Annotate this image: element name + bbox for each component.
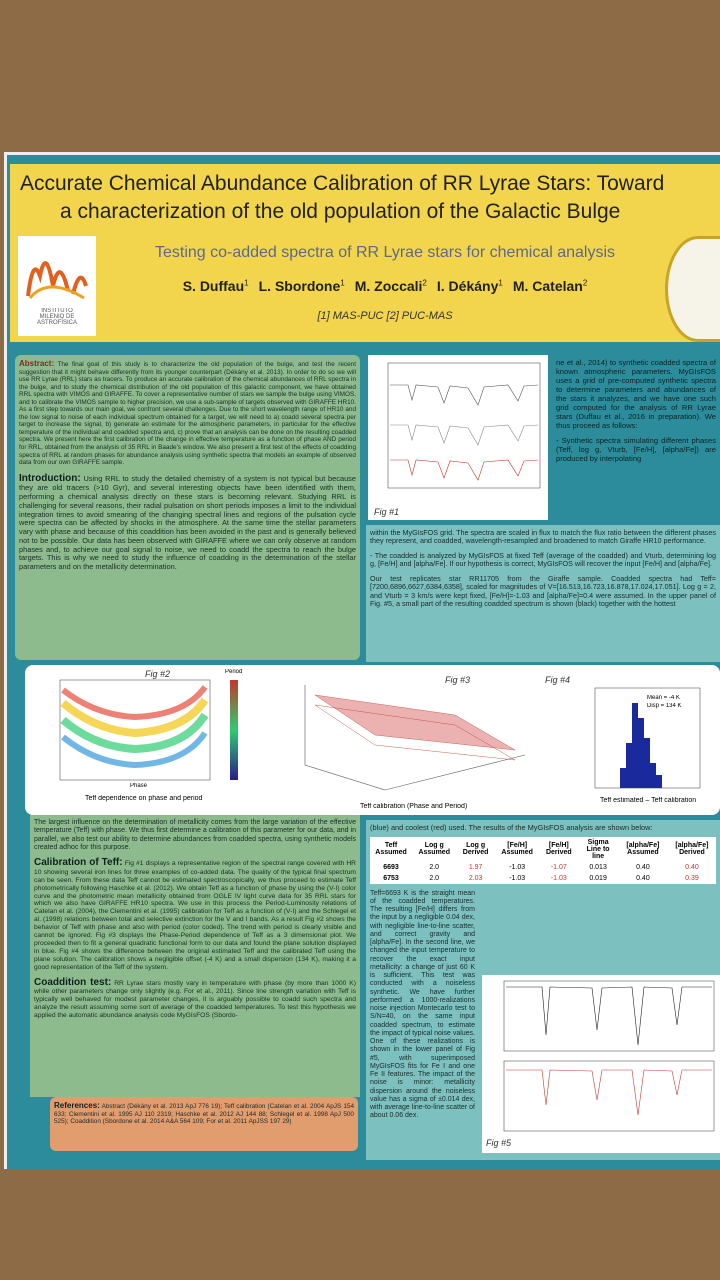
intro-heading: Introduction:: [19, 472, 81, 484]
references-body: Abstract (Dékány et al. 2013 ApJ 776 19)…: [54, 1103, 354, 1126]
author-name: I. Dékány: [436, 278, 499, 294]
university-seal: [665, 236, 720, 342]
figure-label: Fig #5: [486, 1138, 512, 1148]
author-affiliation: 1: [244, 278, 249, 288]
abstract-text: The final goal of this study is to chara…: [19, 361, 356, 467]
figure-1: Fig #1: [368, 355, 548, 520]
figure-caption: Teff dependence on phase and period: [85, 795, 203, 802]
title-line: a characterization of the old population…: [60, 200, 621, 223]
table-cell: 0.40: [685, 863, 699, 871]
results-table-box: Teff Assumed Log g Assumed Log g Derived [F…: [370, 836, 716, 884]
teff-phase-plot: [59, 679, 238, 781]
table-row: 6693 2.0 1.97 -1.03 -1.07 0.013 0.40 0.40: [370, 862, 716, 873]
table-header: Log g Assumed: [418, 842, 450, 857]
method-text: - Synthetic spectra simulating different…: [556, 435, 716, 463]
teff-heading: Calibration of Teff:: [34, 857, 123, 868]
author-name: M. Catelan: [512, 278, 583, 294]
author-affiliation: 2: [582, 278, 588, 288]
teff-text: Calibration of Teff: Fig #1 displays a r…: [34, 857, 356, 972]
author-affiliation: 1: [340, 278, 345, 288]
table-header: [Fe/H] Assumed: [501, 842, 533, 857]
author-name: S. Duffau: [182, 278, 245, 294]
table-cell: 0.39: [685, 874, 699, 882]
spectra-plot: [387, 362, 541, 489]
intro-text: Using RRL to study the detailed chemistr…: [19, 473, 356, 572]
method-panel: ne et al., 2014) to synthetic coadded sp…: [552, 355, 720, 525]
author-affiliation: 2: [422, 278, 427, 288]
author-affiliation: 1: [498, 278, 503, 288]
figure-label: Fig #3: [445, 675, 471, 685]
axis-label: Phase: [130, 783, 148, 789]
teff-panel: The largest influence on the determinati…: [30, 815, 360, 1097]
method-text: within the MyGIsFOS grid. The spectra ar…: [370, 528, 716, 546]
table-cell: -1.03: [550, 874, 567, 882]
logo-mark: [26, 261, 88, 300]
results-text: Teff=6693 K is the straight mean of the …: [370, 889, 475, 1120]
annotation: Disp = 134 K: [647, 703, 682, 709]
teff-lead: The largest influence on the determinati…: [34, 819, 356, 851]
affiliations: [1] MAS-PUC [2] PUC-MAS: [317, 310, 453, 322]
references-text: References: Abstract (Dékány et al. 2013…: [54, 1101, 354, 1126]
table-header: Log g Derived: [462, 842, 489, 857]
abstract-label: Abstract:: [19, 359, 55, 368]
method-panel: within the MyGIsFOS grid. The spectra ar…: [366, 525, 720, 662]
table-cell: -1.03: [509, 874, 526, 882]
table-cell: -1.03: [509, 863, 526, 871]
teff-histogram: [594, 687, 701, 789]
teff-3d-plot: [304, 685, 526, 791]
table-cell: 6753: [383, 874, 399, 882]
subtitle: Testing co-added spectra of RR Lyrae sta…: [154, 244, 616, 261]
coadd-body: RR Lyrae stars mostly vary in temperatur…: [34, 979, 356, 1020]
figure-caption: Teff estimated – Teff calibration: [600, 797, 697, 804]
table-cell: 2.0: [429, 874, 440, 882]
table-cell: 6693: [383, 863, 399, 871]
table-cell: 0.40: [636, 874, 650, 882]
title-line: Accurate Chemical Abundance Calibration …: [20, 172, 665, 195]
table-cell: 1.97: [468, 863, 483, 871]
method-text: Our test replicates star RR11705 from th…: [370, 573, 716, 609]
figure-strip: Fig #2 Period Phase Teff dependence on p…: [25, 665, 720, 815]
table-row: 6753 2.0 2.03 -1.03 -1.03 0.019 0.40 0.39: [370, 873, 716, 884]
abstract: Abstract: The final goal of this study i…: [19, 359, 356, 467]
results-intro: (blue) and coolest (red) used. The resul…: [370, 823, 653, 832]
table-cell: -1.07: [550, 863, 567, 871]
coadd-heading: Coaddition test:: [34, 976, 112, 988]
figure-caption: Teff calibration (Phase and Period): [360, 803, 468, 810]
figure-label: Fig #4: [545, 675, 571, 685]
author-name: L. Sbordone: [258, 278, 341, 294]
table-header: [alpha/Fe] Assumed: [626, 842, 660, 857]
method-text: - The coadded is analyzed by MyGIsFOS at…: [370, 550, 716, 569]
table-cell: 2.0: [429, 863, 440, 871]
method-text: ne et al., 2014) to synthetic coadded sp…: [556, 358, 716, 430]
abstract-panel: Abstract: The final goal of this study i…: [15, 355, 360, 660]
table-cell: 0.40: [636, 863, 650, 871]
table-cell: 0.019: [589, 874, 607, 882]
table-header: Teff Assumed: [375, 842, 407, 857]
authors: S. Duffau1 L. Sbordone1 M. Zoccali2 I. Déká…: [105, 278, 665, 294]
spectrum-plot: [503, 980, 715, 1132]
table-header: [Fe/H] Derived: [545, 842, 572, 857]
author-name: M. Zoccali: [354, 278, 423, 294]
coadd-text: Coaddition test: RR Lyrae stars mostly v…: [34, 977, 356, 1020]
colorbar-label: Period: [225, 669, 243, 675]
table-cell: 0.013: [589, 863, 607, 871]
table-cell: 2.03: [468, 874, 483, 882]
logo-text: INSTITUTO MILENIO DE ASTROFÍSICA: [36, 308, 77, 326]
references-heading: References:: [54, 1101, 100, 1110]
results-table: Teff Assumed Log g Assumed Log g Derived [F…: [370, 837, 716, 884]
references: References: Abstract (Dékány et al. 2013…: [50, 1097, 358, 1151]
figure-label: Fig #1: [374, 507, 400, 517]
logo: INSTITUTO MILENIO DE ASTROFÍSICA: [18, 236, 96, 336]
annotation: Mean = -4 K: [647, 695, 680, 701]
header: Accurate Chemical Abundance Calibration …: [10, 164, 720, 342]
figure-label: Fig #2: [145, 669, 171, 679]
figure-5: Fig #5: [482, 975, 720, 1153]
table-header: [alpha/Fe] Derived: [675, 842, 709, 857]
table-header-row: Teff Assumed Log g Assumed Log g Derived [F…: [370, 837, 716, 862]
teff-body: Fig #1 displays a representative region …: [34, 860, 357, 971]
table-header: Sigma Line to line: [586, 838, 610, 860]
introduction: Introduction: Using RRL to study the det…: [19, 473, 356, 572]
